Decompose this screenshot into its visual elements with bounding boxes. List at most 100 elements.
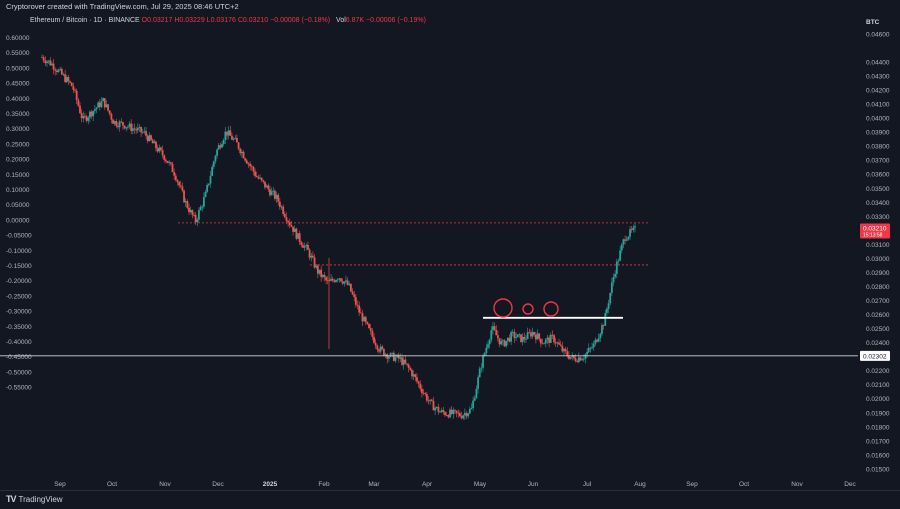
candle-body bbox=[521, 336, 524, 343]
candle-body bbox=[496, 335, 499, 339]
candle-body bbox=[473, 398, 476, 401]
candle-body bbox=[368, 323, 370, 329]
candle-body bbox=[308, 249, 311, 258]
candle-body bbox=[283, 213, 286, 218]
candle-body bbox=[630, 229, 633, 231]
symbol-name[interactable]: Ethereum / Bitcoin · 1D · BINANCE bbox=[30, 17, 140, 24]
candle-body bbox=[171, 163, 174, 173]
candle-body bbox=[450, 409, 453, 414]
candle-body bbox=[487, 344, 489, 348]
candle-body bbox=[222, 139, 225, 145]
tradingview-brand[interactable]: TV TradingView bbox=[6, 494, 63, 504]
candle-body bbox=[184, 201, 187, 203]
candle-body bbox=[161, 149, 164, 156]
candle-body bbox=[349, 283, 352, 292]
candle-body bbox=[300, 242, 303, 246]
candle-body bbox=[311, 255, 314, 258]
candle-body bbox=[348, 283, 351, 285]
ohlc-high: H0.03229 bbox=[174, 17, 205, 24]
right-axis-tick: 0.04300 bbox=[866, 74, 890, 81]
candle-body bbox=[287, 221, 290, 223]
left-axis-tick: -0.05000 bbox=[6, 233, 32, 240]
candle-body bbox=[280, 206, 283, 208]
candle-body bbox=[399, 357, 402, 359]
right-axis-tick: 0.04200 bbox=[866, 88, 890, 95]
candle-body bbox=[178, 181, 181, 186]
candle-body bbox=[465, 412, 468, 417]
candle-body bbox=[485, 347, 488, 354]
candle-body bbox=[52, 63, 55, 70]
candle-body bbox=[533, 331, 536, 335]
candle-body bbox=[467, 413, 470, 417]
candle-body bbox=[153, 141, 156, 144]
right-axis-tick: 0.03100 bbox=[866, 242, 890, 249]
candle-body bbox=[74, 89, 76, 91]
candle-body bbox=[282, 206, 285, 214]
right-axis-tick: 0.03500 bbox=[866, 186, 890, 193]
candle-body bbox=[214, 155, 217, 162]
candle-body bbox=[376, 345, 379, 350]
candle-body bbox=[574, 358, 577, 362]
current-price-value: 0.03210 bbox=[863, 225, 887, 232]
candle-body bbox=[206, 184, 209, 192]
candle-body bbox=[202, 197, 205, 207]
right-axis-tick: 0.04400 bbox=[866, 59, 890, 66]
ohlc-change: −0.00008 (−0.18%) bbox=[270, 17, 331, 24]
candle-body bbox=[528, 332, 531, 334]
candle-body bbox=[333, 280, 336, 282]
candle-body bbox=[427, 400, 430, 402]
candle-body bbox=[310, 255, 313, 258]
candle-body bbox=[373, 336, 375, 343]
candle-body bbox=[421, 388, 423, 394]
candle-body bbox=[57, 69, 60, 73]
candle-body bbox=[320, 269, 323, 277]
candle-body bbox=[558, 342, 560, 345]
candle-body bbox=[520, 334, 522, 343]
candle-body bbox=[47, 60, 50, 62]
candle-body bbox=[609, 292, 612, 304]
candle-body bbox=[198, 210, 200, 220]
x-axis-tick: Mar bbox=[368, 481, 380, 488]
price-chart[interactable]: 0.04600 0.04400 0.04300 0.04200 0.04100 0.040… bbox=[0, 0, 900, 490]
candle-body bbox=[315, 265, 318, 268]
candle-body bbox=[579, 357, 582, 361]
candle-body bbox=[82, 116, 85, 119]
candle-body bbox=[64, 74, 67, 82]
candle-body bbox=[174, 175, 177, 181]
right-axis-tick: 0.04600 bbox=[866, 31, 890, 38]
candle-body bbox=[135, 129, 138, 131]
left-axis-tick: -0.15000 bbox=[6, 263, 32, 270]
candle-body bbox=[330, 278, 332, 281]
x-axis-tick: Dec bbox=[844, 481, 856, 488]
candle-body bbox=[495, 329, 498, 336]
candle-body bbox=[594, 339, 597, 344]
candle-body bbox=[54, 69, 57, 71]
candle-body bbox=[122, 122, 124, 126]
candle-body bbox=[614, 273, 617, 278]
left-axis-tick: 0.15000 bbox=[6, 172, 30, 179]
candle-body bbox=[625, 239, 628, 241]
candle-body bbox=[374, 342, 377, 346]
right-axis-tick: 0.01600 bbox=[866, 452, 890, 459]
candle-body bbox=[617, 260, 620, 262]
candle-body bbox=[546, 337, 549, 340]
candle-body bbox=[278, 201, 281, 207]
right-axis-tick: 0.03300 bbox=[866, 214, 890, 221]
candle-body bbox=[472, 400, 475, 408]
candle-body bbox=[369, 328, 372, 331]
right-axis-tick: 0.04000 bbox=[866, 116, 890, 123]
ohlc-close: C0.03210 bbox=[237, 17, 269, 24]
candle-body bbox=[112, 119, 114, 124]
candle-body bbox=[237, 142, 240, 149]
candle-body bbox=[98, 102, 101, 108]
candle-body bbox=[430, 399, 433, 401]
tradingview-logo: TV bbox=[6, 494, 16, 504]
candle-body bbox=[181, 186, 184, 191]
candle-body bbox=[629, 229, 631, 237]
candle-body bbox=[326, 280, 329, 282]
candle-body bbox=[62, 74, 65, 76]
candle-body bbox=[435, 406, 438, 408]
current-price-time: 15:13:58 bbox=[863, 232, 883, 238]
candle-body bbox=[539, 338, 542, 344]
candle-body bbox=[188, 207, 190, 213]
